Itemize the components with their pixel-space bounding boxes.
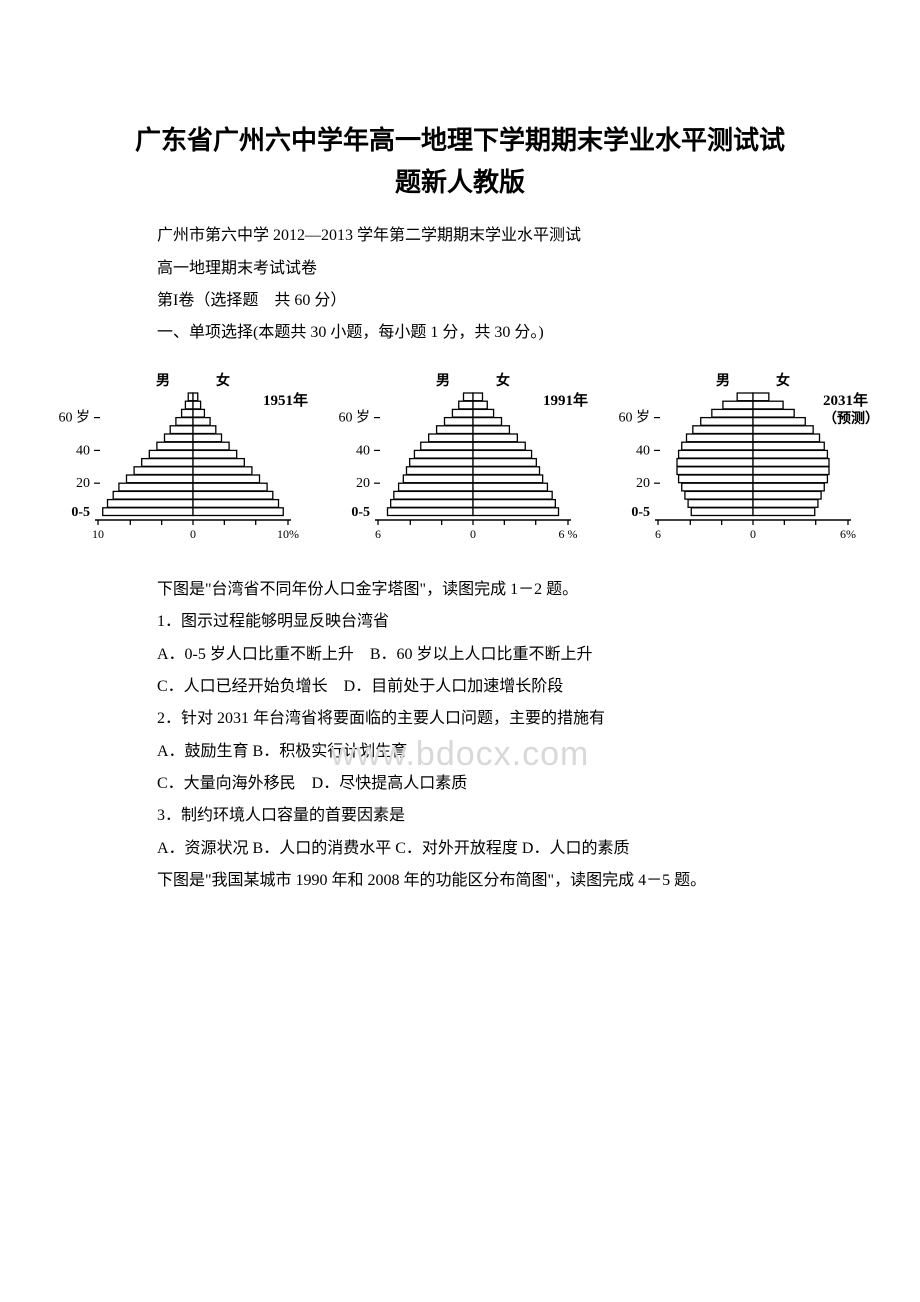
svg-text:0-5: 0-5 [71,505,90,520]
svg-text:6: 6 [375,527,381,541]
svg-text:20: 20 [76,476,90,491]
part1-line: 第I卷（选择题 共 60 分） [125,286,795,316]
subtitle-line: 广州市第六中学 2012—2013 学年第二学期期末学业水平测试 [125,221,795,251]
svg-text:女: 女 [776,372,790,389]
svg-text:女: 女 [496,372,510,389]
q1-options-cd: C．人口已经开始负增长 D．目前处于人口加速增长阶段 [125,672,795,702]
q2-stem: 2．针对 2031 年台湾省将要面临的主要人口问题，主要的措施有 [125,704,795,734]
pyramid-1951: 10 0 10% 男 女 1951年 60 岁 40 20 0-5 [45,363,315,563]
svg-text:1991年: 1991年 [543,391,588,409]
svg-text:10: 10 [92,527,104,541]
section1-line: 一、单项选择(本题共 30 小题，每小题 1 分，共 30 分。) [125,318,795,348]
svg-text:60 岁: 60 岁 [619,409,651,425]
q1-stem: 1．图示过程能够明显反映台湾省 [125,607,795,637]
svg-text:6 %: 6 % [559,527,578,541]
svg-text:男: 男 [156,373,170,389]
svg-text:（预测）: （预测） [823,410,875,427]
svg-text:0: 0 [750,527,756,541]
q3-stem: 3．制约环境人口容量的首要因素是 [125,801,795,831]
subject-line: 高一地理期末考试试卷 [125,254,795,284]
pyramid-row: 10 0 10% 男 女 1951年 60 岁 40 20 0-5 6 0 6 % 男 女 1991年 60 … [45,363,875,563]
pyramid-1991: 6 0 6 % 男 女 1991年 60 岁 40 20 0-5 [325,363,595,563]
q3-options: A．资源状况 B．人口的消费水平 C．对外开放程度 D．人口的素质 [125,834,795,864]
svg-text:6%: 6% [840,527,856,541]
svg-text:20: 20 [636,476,650,491]
q2-options-ab: A．鼓励生育 B．积极实行计划生育 [125,737,795,767]
svg-text:0-5: 0-5 [631,505,650,520]
svg-text:60 岁: 60 岁 [59,409,91,425]
svg-text:男: 男 [436,373,450,389]
page-title: 广东省广州六中学年高一地理下学期期末学业水平测试试题新人教版 [125,120,795,203]
svg-text:0: 0 [470,527,476,541]
svg-text:2031年: 2031年 [823,391,868,409]
svg-text:0-5: 0-5 [351,505,370,520]
svg-text:10%: 10% [277,527,299,541]
svg-text:1951年: 1951年 [263,391,308,409]
svg-text:20: 20 [356,476,370,491]
pyramid-2031: 6 0 6% 男 女 2031年（预测） 60 岁 40 20 0-5 [605,363,875,563]
svg-text:女: 女 [216,372,230,389]
svg-text:40: 40 [76,443,90,458]
svg-text:60 岁: 60 岁 [339,409,371,425]
svg-text:40: 40 [636,443,650,458]
q1-options-ab: A．0-5 岁人口比重不断上升 B．60 岁以上人口比重不断上升 [125,640,795,670]
svg-text:6: 6 [655,527,661,541]
svg-text:男: 男 [716,373,730,389]
pyramid-caption: 下图是"台湾省不同年份人口金字塔图"，读图完成 1－2 题。 [125,575,795,605]
last-line: 下图是"我国某城市 1990 年和 2008 年的功能区分布简图"，读图完成 4… [125,866,795,896]
svg-text:0: 0 [190,527,196,541]
svg-text:40: 40 [356,443,370,458]
q2-options-cd: C．大量向海外移民 D．尽快提高人口素质 [125,769,795,799]
